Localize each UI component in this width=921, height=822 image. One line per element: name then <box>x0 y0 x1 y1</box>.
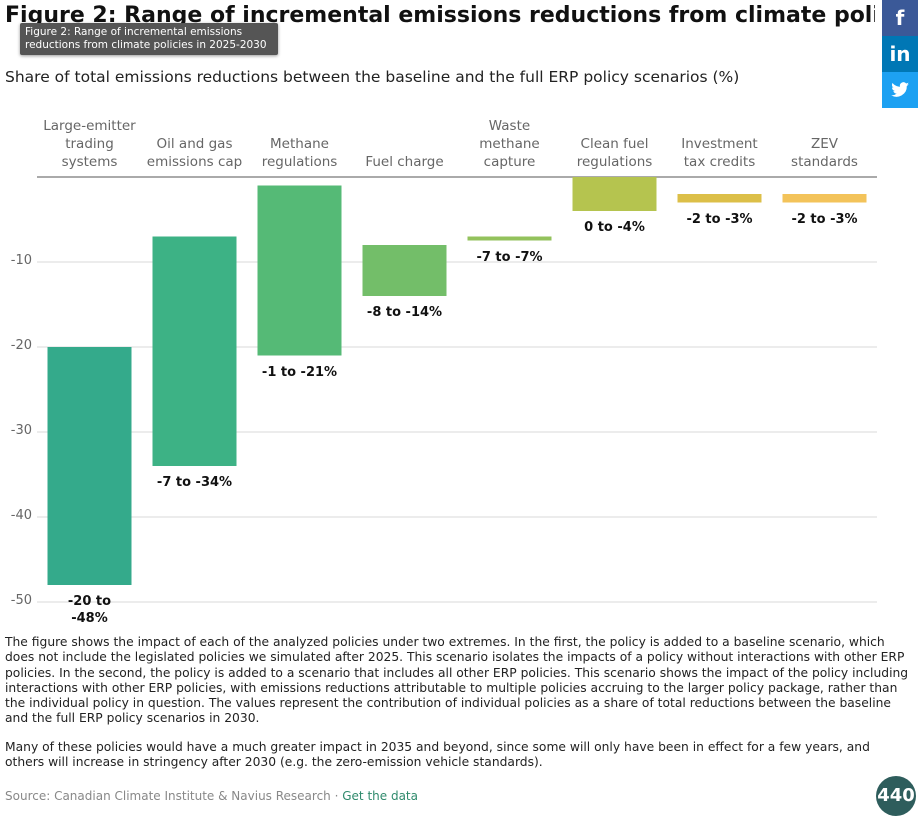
bar <box>152 236 237 466</box>
y-tick-label: -10 <box>10 253 32 268</box>
note: The figure shows the impact of each of t… <box>5 635 909 726</box>
source-text: Source: Canadian Climate Institute & Nav… <box>5 789 339 803</box>
logo[interactable]: 440 <box>876 776 916 816</box>
bar <box>467 236 552 241</box>
twitter-icon <box>891 82 909 97</box>
value-label: -20 to -48% <box>67 594 112 626</box>
linkedin-button[interactable]: in <box>882 36 918 72</box>
bar <box>677 194 762 203</box>
x-tick-label: Investment tax credits <box>681 136 758 170</box>
value-label: 0 to -4% <box>584 220 645 235</box>
x-tick-label: Fuel charge <box>365 154 444 170</box>
x-tick-label: Waste methane capture <box>479 118 540 170</box>
bar <box>572 177 657 211</box>
value-label: -7 to -7% <box>476 249 543 265</box>
y-tick-label: -20 <box>10 338 32 353</box>
value-label: -8 to -14% <box>366 305 443 320</box>
x-tick-label: Large-emitter trading systems <box>43 118 136 170</box>
x-tick-label: ZEV standards <box>791 136 858 170</box>
value-label: -1 to -21% <box>261 364 338 380</box>
y-tick-label: -50 <box>10 593 32 608</box>
bar <box>782 194 867 203</box>
bar <box>47 347 132 585</box>
tooltip: Figure 2: Range of incremental emissions… <box>20 23 278 55</box>
value-label: -2 to -3% <box>686 211 753 227</box>
subtitle: Share of total emissions reductions betw… <box>5 68 740 86</box>
bar <box>362 245 447 296</box>
bar <box>257 185 342 356</box>
twitter-button[interactable] <box>882 72 918 108</box>
y-tick-label: -30 <box>10 423 32 438</box>
data-link[interactable]: Get the data <box>342 789 418 803</box>
x-tick-label: Methane regulations <box>261 136 338 170</box>
value-label: -7 to -34% <box>156 475 233 490</box>
y-tick-label: -40 <box>10 508 32 523</box>
value-label: -2 to -3% <box>791 211 858 227</box>
facebook-button[interactable]: f <box>882 0 918 36</box>
x-tick-label: Oil and gas emissions cap <box>146 136 243 170</box>
x-tick-label: Clean fuel regulations <box>576 136 653 170</box>
note: Many of these policies would have a much… <box>5 740 870 770</box>
source: Source: Canadian Climate Institute & Nav… <box>5 789 418 803</box>
